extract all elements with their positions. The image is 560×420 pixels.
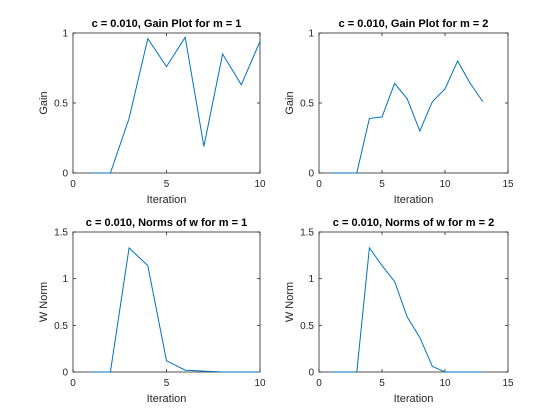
y-tick-label: 0.5 bbox=[54, 321, 68, 332]
x-tick-label: 10 bbox=[439, 378, 451, 389]
y-tick-label: 1 bbox=[62, 29, 68, 40]
x-tick-label: 0 bbox=[70, 179, 76, 190]
y-tick-label: 0 bbox=[62, 169, 68, 180]
x-axis-label: Iteration bbox=[147, 194, 187, 206]
x-tick-label: 0 bbox=[316, 179, 322, 190]
y-tick-label: 0.5 bbox=[300, 321, 314, 332]
x-tick-label: 15 bbox=[502, 378, 514, 389]
axes-frame bbox=[318, 231, 509, 373]
y-axis-label: Gain bbox=[38, 91, 50, 114]
series-line bbox=[91, 35, 261, 174]
x-axis-label: Iteration bbox=[394, 393, 434, 405]
y-tick-label: 0 bbox=[308, 368, 314, 379]
series-line bbox=[331, 59, 484, 174]
x-tick-label: 5 bbox=[379, 179, 385, 190]
plot-title: c = 0.010, Norms of w for m = 2 bbox=[333, 217, 494, 229]
subplot-3: 0 5 10 0 0.5 1 1.5 c = 0.010, Norms of w for m … bbox=[38, 217, 266, 405]
plot-title: c = 0.010, Norms of w for m = 1 bbox=[86, 217, 247, 229]
axes-frame bbox=[318, 32, 509, 174]
y-tick-label: 0.5 bbox=[300, 99, 314, 110]
y-tick-label: 1.5 bbox=[54, 228, 68, 239]
plot-title: c = 0.010, Gain Plot for m = 1 bbox=[92, 18, 242, 30]
axes-frame bbox=[72, 32, 261, 174]
series-line bbox=[331, 246, 483, 373]
x-tick-label: 15 bbox=[502, 179, 514, 190]
y-tick-label: 0.5 bbox=[54, 99, 68, 110]
y-tick-label: 1.5 bbox=[300, 228, 314, 239]
x-tick-label: 10 bbox=[254, 378, 266, 389]
y-tick-label: 1 bbox=[62, 274, 68, 285]
x-tick-label: 0 bbox=[316, 378, 322, 389]
y-axis-label: Gain bbox=[284, 91, 296, 114]
x-tick-label: 10 bbox=[254, 179, 266, 190]
x-tick-label: 5 bbox=[164, 378, 170, 389]
y-axis-label: W Norm bbox=[38, 282, 50, 322]
subplot-4: 0 5 10 15 0 0.5 1 1.5 c = 0.010, Norms of w for … bbox=[284, 217, 514, 405]
x-tick-label: 5 bbox=[164, 179, 170, 190]
y-tick-label: 1 bbox=[308, 274, 314, 285]
y-tick-label: 1 bbox=[308, 29, 314, 40]
subplot-2: 0 5 10 15 0 0.5 1 c = 0.010, Gain Plot for m = … bbox=[284, 18, 514, 206]
x-tick-label: 0 bbox=[70, 378, 76, 389]
x-tick-label: 5 bbox=[379, 378, 385, 389]
y-tick-label: 0 bbox=[308, 169, 314, 180]
y-tick-label: 0 bbox=[62, 368, 68, 379]
y-axis-label: W Norm bbox=[284, 282, 296, 322]
subplot-1: 0 5 10 0 0.5 1 c = 0.010, Gain Plot for m = 1 I… bbox=[38, 18, 266, 206]
axes-frame bbox=[72, 231, 261, 373]
series-line bbox=[91, 246, 260, 373]
x-tick-label: 10 bbox=[439, 179, 451, 190]
plot-title: c = 0.010, Gain Plot for m = 2 bbox=[339, 18, 489, 30]
x-axis-label: Iteration bbox=[147, 393, 187, 405]
x-axis-label: Iteration bbox=[394, 194, 434, 206]
